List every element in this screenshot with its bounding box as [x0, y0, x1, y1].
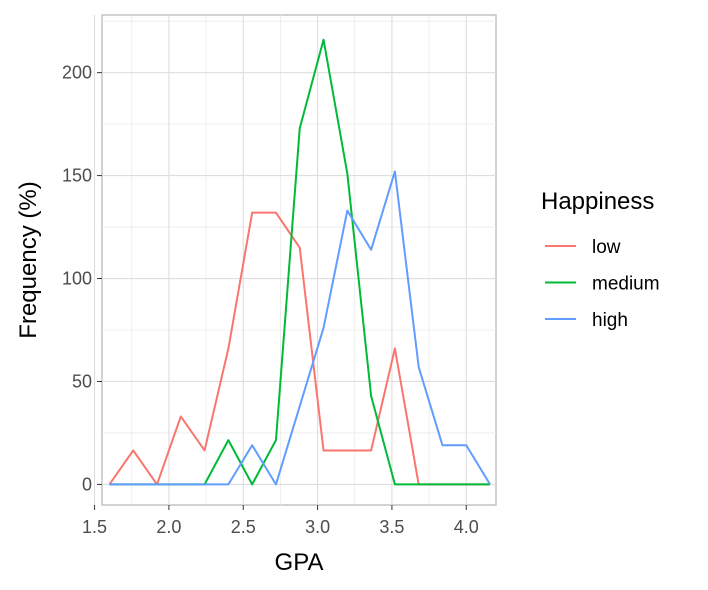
legend-label-high: high [592, 310, 628, 331]
series-line-low [108, 211, 491, 486]
y-tick-label: 100 [62, 269, 92, 289]
x-tick-label: 2.0 [156, 517, 181, 537]
y-axis-ticks: 0 50 100 150 200 [62, 63, 102, 494]
plot-panel-border [101, 14, 497, 506]
y-tick-label: 150 [62, 166, 92, 186]
series-line-medium [109, 38, 491, 486]
legend-label-low: low [592, 237, 621, 258]
legend: Happiness low medium high [541, 188, 660, 331]
grid-major-lines [94, 15, 496, 505]
x-tick-label: 3.5 [379, 517, 404, 537]
legend-title: Happiness [541, 188, 654, 215]
legend-items: low medium high [545, 237, 660, 331]
x-tick-label: 3.0 [305, 517, 330, 537]
grid-minor-lines [102, 15, 496, 505]
legend-label-medium: medium [592, 274, 660, 295]
y-tick-label: 0 [82, 474, 92, 494]
series-lines [108, 38, 491, 486]
y-tick-label: 50 [72, 371, 92, 391]
x-axis-ticks: 1.5 2.0 2.5 3.0 3.5 4.0 [82, 505, 479, 537]
x-axis-title: GPA [275, 549, 324, 576]
x-tick-label: 2.5 [231, 517, 256, 537]
series-line-high [109, 170, 491, 486]
y-axis-title: Frequency (%) [15, 181, 42, 338]
x-tick-label: 4.0 [454, 517, 479, 537]
y-tick-label: 200 [62, 63, 92, 83]
x-tick-label: 1.5 [82, 517, 107, 537]
